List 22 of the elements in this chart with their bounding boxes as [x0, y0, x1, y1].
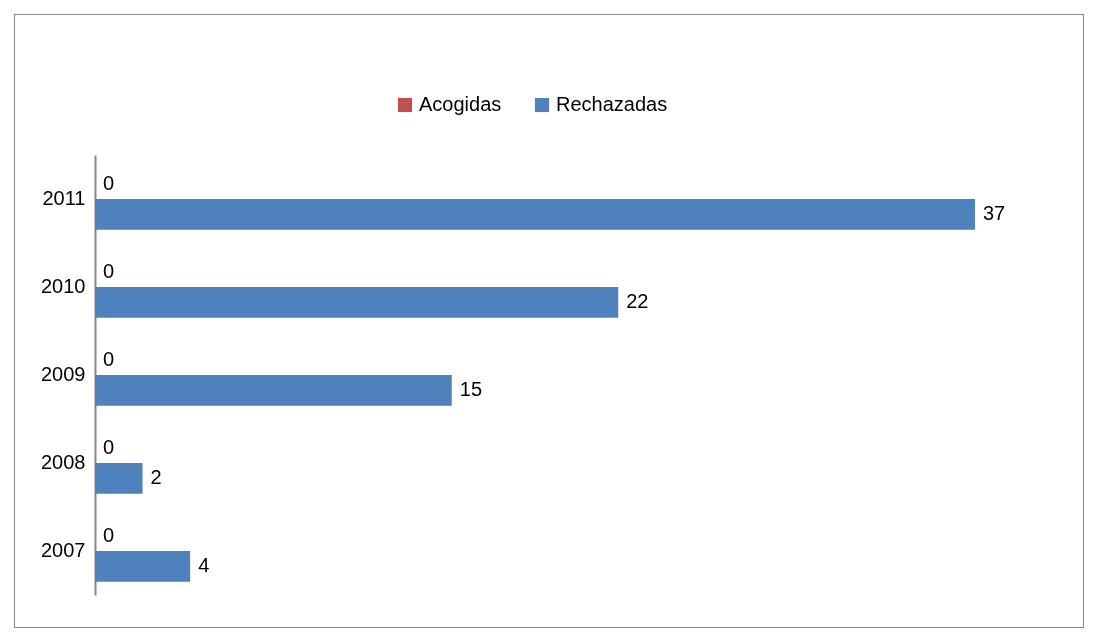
data-label: 4	[198, 554, 210, 577]
data-label: 0	[103, 435, 115, 458]
y-tick-label: 2009	[41, 363, 86, 385]
y-tick-label: 2011	[42, 187, 86, 209]
data-label: 0	[103, 171, 115, 194]
legend-label: Rechazadas	[556, 93, 668, 115]
data-label: 2	[150, 466, 162, 489]
legend-label: Acogidas	[419, 93, 502, 115]
bar	[95, 551, 191, 582]
data-label: 22	[626, 290, 649, 313]
data-label: 37	[983, 202, 1006, 225]
data-label: 0	[103, 347, 115, 370]
data-label: 15	[459, 378, 483, 401]
data-label: 0	[103, 523, 115, 546]
bar	[95, 375, 452, 406]
bar	[95, 463, 143, 494]
y-tick-label: 2008	[41, 451, 86, 473]
y-tick-label: 2007	[41, 539, 86, 561]
y-tick-label: 2010	[41, 275, 86, 297]
bar	[95, 287, 619, 318]
data-label: 0	[103, 259, 115, 282]
bar	[95, 199, 975, 230]
